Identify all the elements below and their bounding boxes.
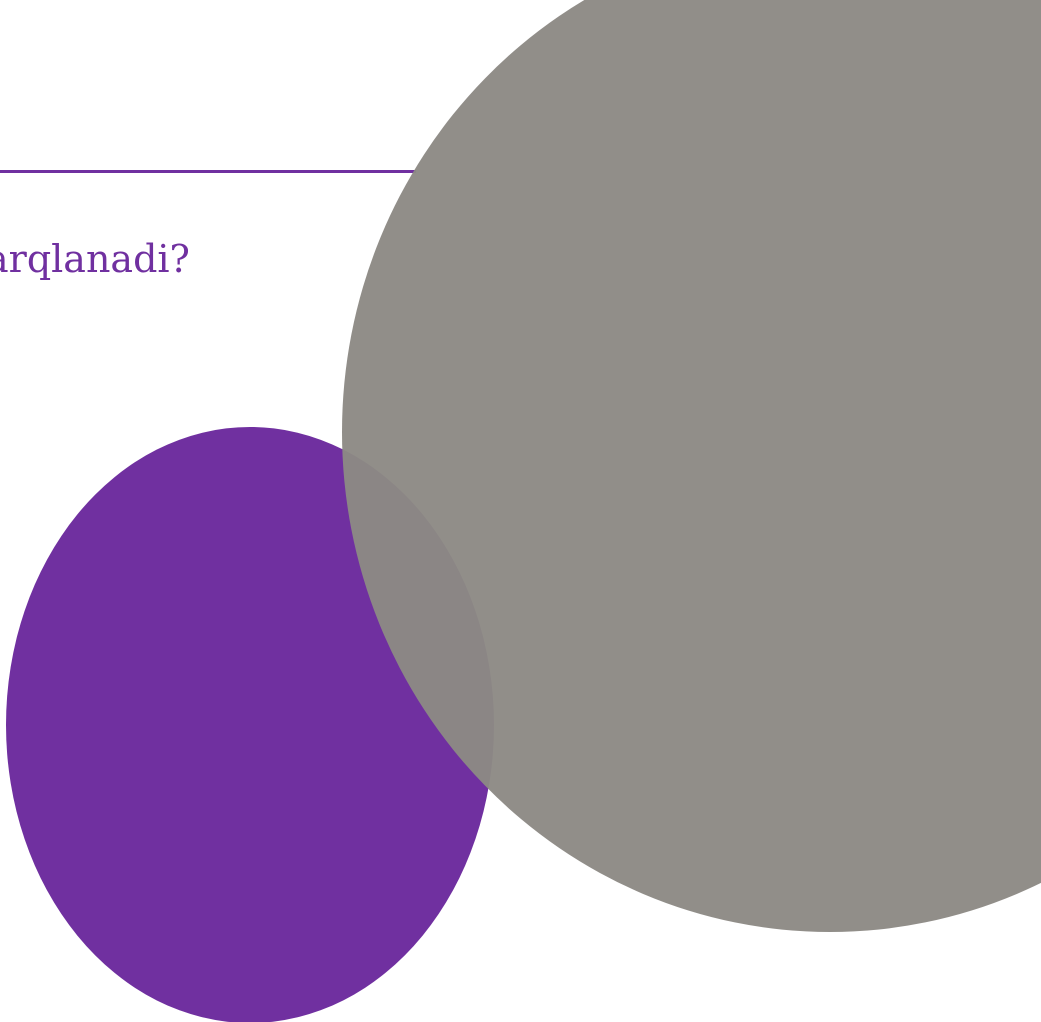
title-divider-line [0, 170, 416, 173]
gray-circle-shape [342, 0, 1041, 932]
slide-heading: arqlanadi? [0, 237, 190, 281]
